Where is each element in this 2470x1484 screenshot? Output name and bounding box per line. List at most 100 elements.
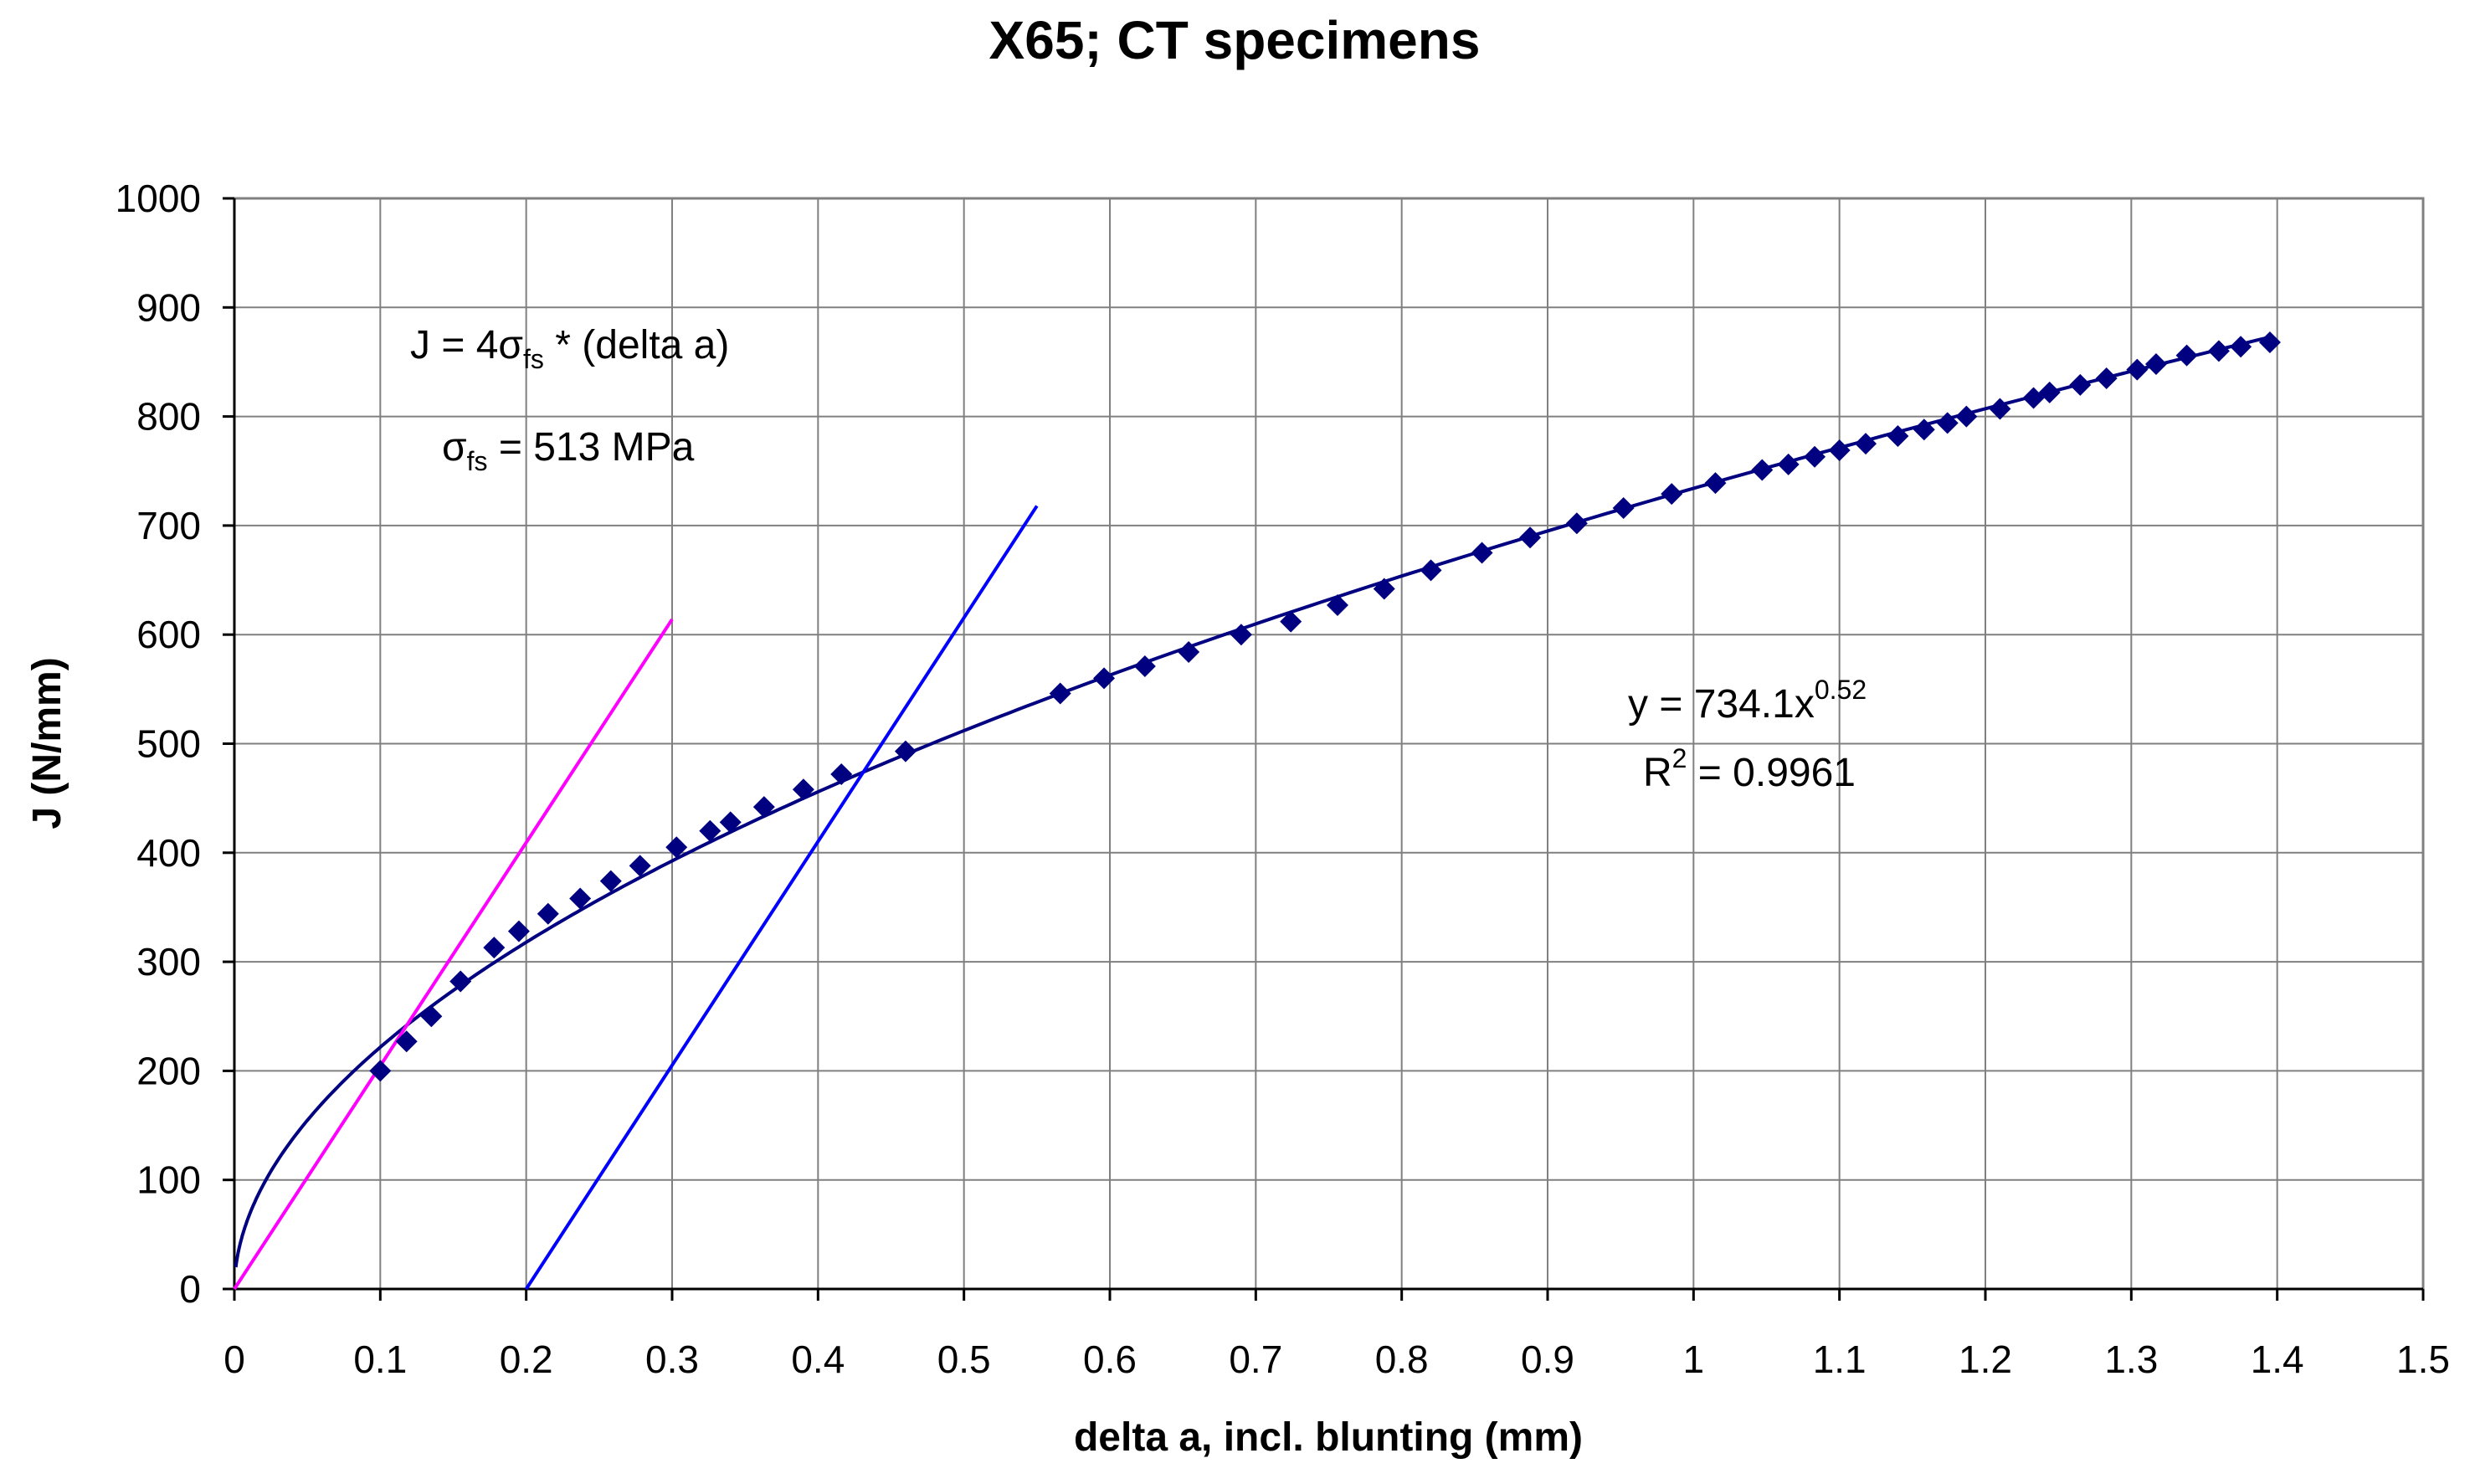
data-point bbox=[2144, 353, 2167, 376]
data-point bbox=[1855, 433, 1877, 455]
x-axis-label: delta a, incl. blunting (mm) bbox=[1074, 1415, 1583, 1460]
data-point bbox=[537, 902, 559, 925]
x-tick-label: 1.1 bbox=[1813, 1338, 1867, 1381]
data-point bbox=[719, 811, 742, 834]
x-tick-label: 0.4 bbox=[791, 1338, 845, 1381]
data-point bbox=[449, 970, 472, 993]
data-point bbox=[1955, 405, 1978, 428]
r-squared-pre: R bbox=[1643, 751, 1672, 795]
data-point bbox=[830, 763, 853, 785]
data-point bbox=[2095, 367, 2118, 389]
data-point bbox=[1913, 418, 1935, 441]
data-point bbox=[483, 937, 506, 959]
fit-equation-main: y = 734.1x bbox=[1628, 682, 1815, 727]
data-point bbox=[395, 1030, 418, 1053]
data-point bbox=[1093, 667, 1116, 690]
data-point bbox=[1828, 439, 1851, 461]
data-point bbox=[1804, 445, 1826, 468]
x-tick-label: 0 bbox=[223, 1338, 245, 1381]
x-tick-label: 0.6 bbox=[1083, 1338, 1137, 1381]
data-point bbox=[665, 836, 688, 859]
power-fit-curve bbox=[234, 335, 2271, 1268]
data-point bbox=[1420, 559, 1442, 582]
grid bbox=[223, 197, 2425, 1301]
x-tick-label: 0.2 bbox=[500, 1338, 553, 1381]
y-tick-label: 900 bbox=[136, 285, 201, 329]
y-tick-label: 0 bbox=[179, 1267, 201, 1311]
data-point bbox=[1612, 497, 1635, 520]
data-point bbox=[752, 796, 775, 819]
data-point bbox=[2038, 381, 2061, 403]
y-axis-label: J (N/mm) bbox=[25, 657, 69, 829]
blunting-formula-post: * (delta a) bbox=[544, 323, 729, 367]
data-point bbox=[1049, 682, 1071, 705]
data-point bbox=[1936, 412, 1959, 434]
data-point bbox=[1133, 655, 1156, 677]
data-point bbox=[894, 740, 917, 763]
y-tick-label: 600 bbox=[136, 613, 201, 656]
offset-line bbox=[524, 505, 1039, 1291]
y-tick-label: 400 bbox=[136, 831, 201, 875]
data-point bbox=[2207, 340, 2230, 362]
fit-equation: y = 734.1x0.52 bbox=[1628, 675, 1867, 727]
sigma-annotation: σfs = 513 MPa bbox=[442, 425, 695, 476]
data-point bbox=[1777, 453, 1800, 475]
data-point bbox=[792, 778, 814, 801]
data-point bbox=[1230, 624, 1252, 646]
x-tick-label: 0.9 bbox=[1521, 1338, 1574, 1381]
x-tick-label: 1.4 bbox=[2251, 1338, 2304, 1381]
data-point bbox=[599, 870, 622, 892]
blunting-formula-pre: J = 4σ bbox=[410, 323, 523, 367]
x-tick-label: 0.5 bbox=[937, 1338, 991, 1381]
tick-labels: 0 0.1 0.2 0.3 0.4 0.5 0.6 0.7 0.8 0.9 1 1.1 1.2 1.3 1.… bbox=[116, 177, 2450, 1381]
blunting-formula: J = 4σfs * (delta a) bbox=[410, 323, 729, 374]
y-tick-label: 300 bbox=[136, 940, 201, 983]
x-tick-label: 1.2 bbox=[1959, 1338, 2012, 1381]
data-point bbox=[569, 887, 592, 910]
y-tick-label: 200 bbox=[136, 1049, 201, 1092]
y-tick-label: 1000 bbox=[116, 177, 201, 220]
data-point bbox=[1751, 459, 1774, 481]
data-point bbox=[2126, 358, 2149, 381]
x-tick-label: 1.3 bbox=[2104, 1338, 2158, 1381]
r-squared: R2 = 0.9961 bbox=[1643, 743, 1856, 795]
data-point bbox=[1661, 483, 1683, 506]
data-point bbox=[1989, 398, 2011, 420]
x-tick-label: 1 bbox=[1683, 1338, 1705, 1381]
blunting-formula-sub: fs bbox=[523, 344, 544, 374]
sigma-post: = 513 MPa bbox=[488, 425, 695, 470]
x-tick-label: 0.7 bbox=[1229, 1338, 1282, 1381]
data-point bbox=[1565, 512, 1588, 535]
data-point bbox=[2175, 344, 2198, 367]
data-point bbox=[699, 819, 721, 842]
x-tick-label: 0.8 bbox=[1375, 1338, 1429, 1381]
series-lines bbox=[233, 335, 2271, 1291]
data-point bbox=[2258, 331, 2281, 353]
fit-equation-exponent: 0.52 bbox=[1815, 675, 1867, 705]
data-point bbox=[1887, 425, 1909, 448]
blunting-line bbox=[233, 618, 674, 1291]
series-points bbox=[369, 331, 2281, 1082]
r-squared-sup: 2 bbox=[1672, 743, 1687, 773]
x-tick-label: 0.3 bbox=[645, 1338, 699, 1381]
data-point bbox=[629, 855, 651, 877]
x-tick-label: 1.5 bbox=[2396, 1338, 2450, 1381]
sigma-sub: fs bbox=[467, 446, 488, 476]
data-point bbox=[507, 920, 530, 942]
data-point bbox=[2069, 373, 2092, 396]
data-point bbox=[1178, 641, 1200, 664]
data-point bbox=[369, 1060, 392, 1082]
data-point bbox=[1280, 610, 1302, 633]
x-tick-label: 0.1 bbox=[353, 1338, 407, 1381]
data-point bbox=[1373, 578, 1395, 600]
sigma-pre: σ bbox=[442, 425, 467, 470]
chart-title: X65; CT specimens bbox=[989, 10, 1481, 70]
y-tick-label: 100 bbox=[136, 1158, 201, 1202]
r-squared-post: = 0.9961 bbox=[1687, 751, 1856, 795]
y-tick-label: 700 bbox=[136, 504, 201, 547]
data-point bbox=[2230, 336, 2252, 358]
y-tick-label: 800 bbox=[136, 395, 201, 439]
y-tick-label: 500 bbox=[136, 722, 201, 766]
data-point bbox=[1326, 594, 1348, 617]
